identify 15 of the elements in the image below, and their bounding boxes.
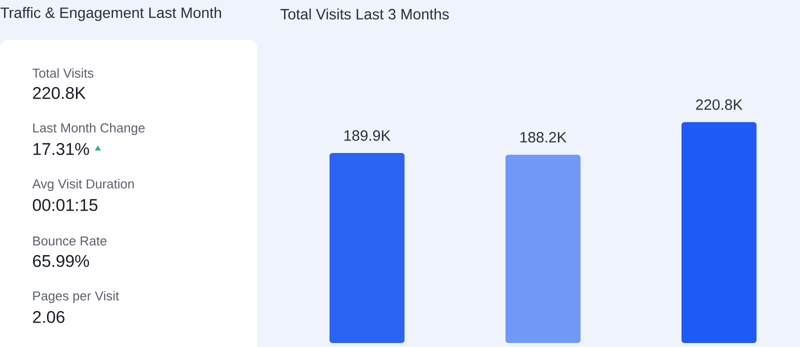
text: Total Visits [32,68,94,78]
text: 2.06 [33,311,64,323]
text: Pages per Visit [33,290,119,304]
text: Last Month Change [33,122,145,136]
text: Avg Visit Duration [32,178,134,192]
text: 17.31% [34,143,90,155]
data-label: 189.9K [344,130,391,141]
text: Bounce Rate [33,236,106,246]
text: 65.99% [33,255,90,267]
chart-title: Total Visits Last 3 Months [280,8,449,20]
text: Traffic & Engagement Last Month [0,7,222,21]
text: 00:01:15 [32,199,98,211]
data-label: 188.2K [520,132,567,143]
data-label: 220.8K [696,99,743,110]
text: 220.8K [33,87,86,99]
